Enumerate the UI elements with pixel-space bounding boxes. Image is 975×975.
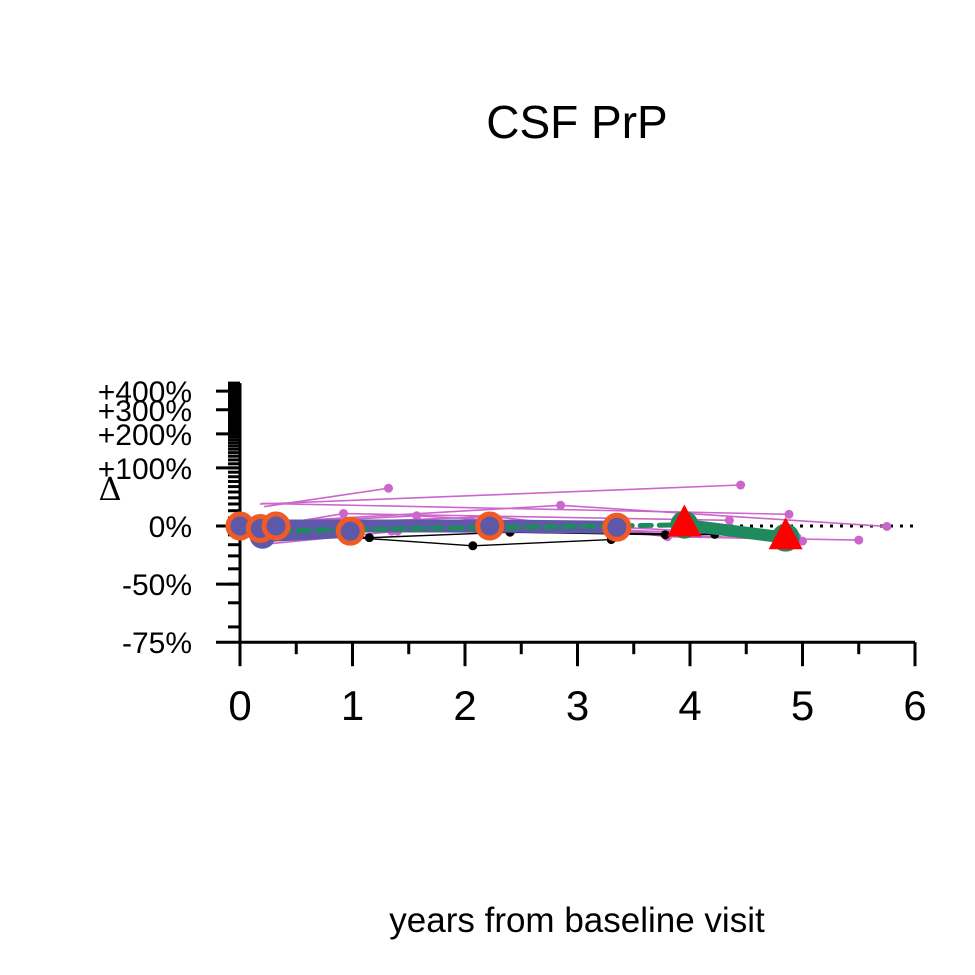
y-tick-label: -50% <box>122 569 192 602</box>
y-tick-label: +400% <box>98 376 192 409</box>
marker-red-triangle <box>667 504 702 537</box>
y-tick-label: 0% <box>149 511 192 544</box>
data-point-thin-magenta <box>736 480 746 490</box>
marker-red-triangle <box>768 517 803 550</box>
x-tick-label: 4 <box>678 682 701 729</box>
x-tick-label: 6 <box>903 682 926 729</box>
data-point-thin-magenta <box>798 536 807 546</box>
x-tick-label: 2 <box>453 682 476 729</box>
data-point-thin-black <box>660 530 670 540</box>
data-point-thin-magenta <box>882 521 892 531</box>
data-point-thin-black <box>468 541 478 551</box>
marker-orange-ring <box>261 511 291 541</box>
x-axis-label: years from baseline visit <box>389 901 765 940</box>
marker-orange-ring <box>335 516 365 546</box>
y-tick-label: +200% <box>98 419 192 452</box>
y-tick-label: +300% <box>98 395 192 428</box>
series-line-thin-magenta <box>261 502 790 516</box>
data-point-thin-magenta <box>784 509 794 519</box>
data-point-thin-magenta <box>384 483 393 493</box>
y-tick-label: +100% <box>98 453 192 486</box>
marker-orange-ring <box>475 511 505 541</box>
series-line-dashed-green <box>257 522 687 534</box>
data-point-thin-black <box>364 533 374 543</box>
chart-title: CSF PrP <box>486 96 667 148</box>
data-point-thin-magenta <box>412 511 422 521</box>
data-point-thin-magenta <box>854 535 864 545</box>
x-tick-label: 1 <box>341 682 364 729</box>
series-line-thin-magenta <box>259 484 742 505</box>
x-tick-label: 0 <box>228 682 251 729</box>
y-tick-label: -75% <box>122 627 192 660</box>
marker-layer <box>225 504 803 552</box>
x-tick-label: 5 <box>791 682 814 729</box>
series-line-thick-green <box>678 518 792 544</box>
series-line-thick-purple <box>233 519 624 534</box>
data-point-thin-magenta <box>339 509 348 519</box>
data-point-thin-magenta <box>556 500 566 510</box>
y-axis-label: Δ <box>98 470 121 508</box>
x-tick-label: 3 <box>566 682 589 729</box>
marker-orange-ring <box>602 512 632 542</box>
axes: -75% -50% 0% +100%+200%+300%+400% 0 1 2 3 4 5 6 <box>98 376 927 729</box>
data-point-thin-magenta <box>724 515 734 525</box>
